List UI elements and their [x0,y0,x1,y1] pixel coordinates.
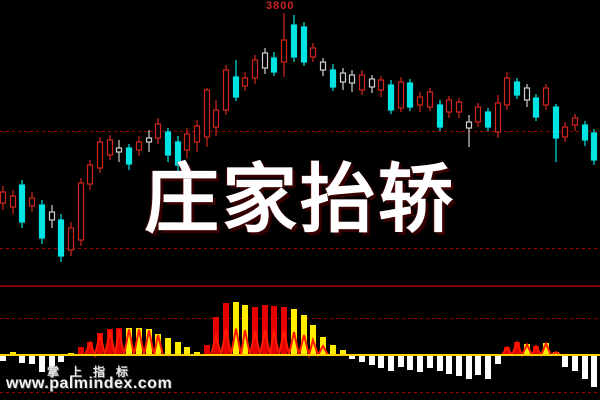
peak-price-label: 3800 [266,0,295,12]
watermark-brand: 掌上指标 [47,365,140,379]
watermark-url: www.palmindex.com [6,375,173,392]
